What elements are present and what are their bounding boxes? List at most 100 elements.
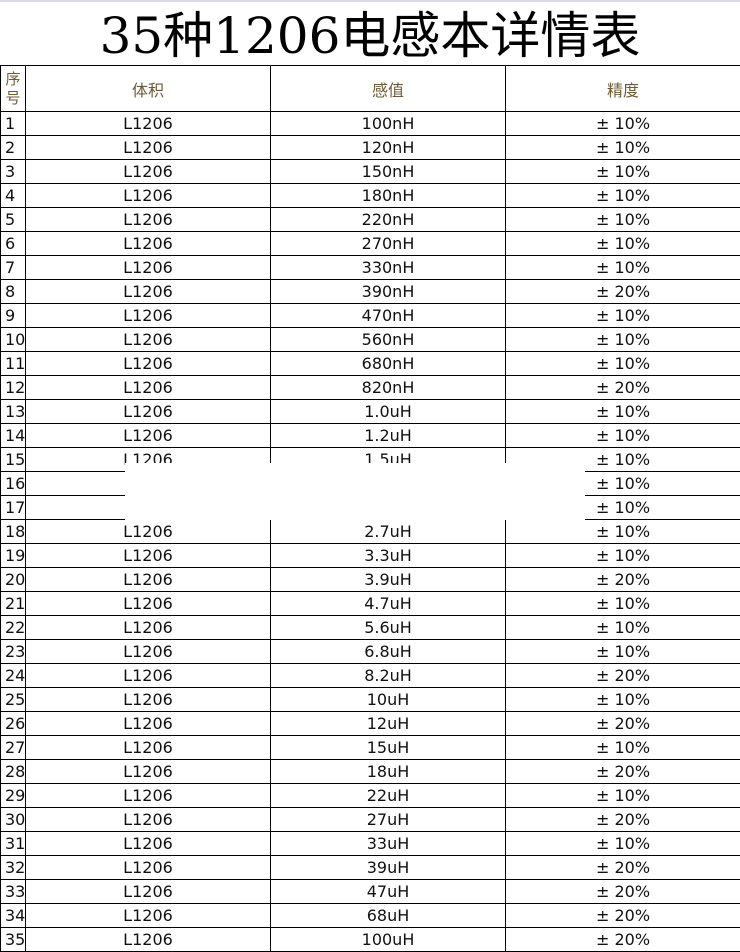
row-index: 17 bbox=[0, 495, 26, 520]
row-index: 8 bbox=[0, 279, 26, 304]
row-size: L1206 bbox=[25, 111, 271, 136]
table-row: 27 L1206 15uH ± 10% bbox=[0, 735, 740, 760]
row-size: L1206 bbox=[25, 735, 271, 760]
row-size: L1206 bbox=[25, 831, 271, 856]
row-size: L1206 bbox=[25, 927, 271, 952]
row-index: 29 bbox=[0, 783, 26, 808]
row-inductance: 820nH bbox=[270, 375, 506, 400]
row-size: L1206 bbox=[25, 759, 271, 784]
table-row: 28 L1206 18uH ± 20% bbox=[0, 759, 740, 784]
row-index: 2 bbox=[0, 135, 26, 160]
row-tolerance: ± 10% bbox=[505, 303, 740, 328]
row-size: L1206 bbox=[25, 807, 271, 832]
row-index: 32 bbox=[0, 855, 26, 880]
row-index: 22 bbox=[0, 615, 26, 640]
row-index: 4 bbox=[0, 183, 26, 208]
row-inductance: 180nH bbox=[270, 183, 506, 208]
row-tolerance: ± 10% bbox=[505, 135, 740, 160]
row-inductance: 12uH bbox=[270, 711, 506, 736]
table-row: 35 L1206 100uH ± 20% bbox=[0, 927, 740, 952]
table-row: 1 L1206 100nH ± 10% bbox=[0, 111, 740, 136]
row-inductance: 3.9uH bbox=[270, 567, 506, 592]
row-inductance: 330nH bbox=[270, 255, 506, 280]
row-size: L1206 bbox=[25, 303, 271, 328]
row-tolerance: ± 20% bbox=[505, 759, 740, 784]
table-row: 6 L1206 270nH ± 10% bbox=[0, 231, 740, 256]
row-index: 14 bbox=[0, 423, 26, 448]
row-size: L1206 bbox=[25, 279, 271, 304]
table-row: 7 L1206 330nH ± 10% bbox=[0, 255, 740, 280]
row-tolerance: ± 20% bbox=[505, 927, 740, 952]
row-index: 27 bbox=[0, 735, 26, 760]
row-tolerance: ± 10% bbox=[505, 783, 740, 808]
row-tolerance: ± 10% bbox=[505, 111, 740, 136]
table-row: 23 L1206 6.8uH ± 10% bbox=[0, 639, 740, 664]
row-index: 1 bbox=[0, 111, 26, 136]
table-row: 11 L1206 680nH ± 10% bbox=[0, 351, 740, 376]
row-tolerance: ± 10% bbox=[505, 423, 740, 448]
table-row: 33 L1206 47uH ± 20% bbox=[0, 879, 740, 904]
row-tolerance: ± 20% bbox=[505, 375, 740, 400]
row-size: L1206 bbox=[25, 687, 271, 712]
inductor-table: 序号 体积 感值 精度 1 L1206 100nH ± 10% 2 L1206 120nH ±… bbox=[0, 65, 740, 952]
row-index: 18 bbox=[0, 519, 26, 544]
row-tolerance: ± 20% bbox=[505, 879, 740, 904]
table-row: 19 L1206 3.3uH ± 10% bbox=[0, 543, 740, 568]
row-size: L1206 bbox=[25, 183, 271, 208]
table-row: 30 L1206 27uH ± 20% bbox=[0, 807, 740, 832]
table-row: 32 L1206 39uH ± 20% bbox=[0, 855, 740, 880]
row-inductance: 27uH bbox=[270, 807, 506, 832]
table-row: 31 L1206 33uH ± 10% bbox=[0, 831, 740, 856]
row-tolerance: ± 10% bbox=[505, 735, 740, 760]
row-index: 20 bbox=[0, 567, 26, 592]
row-tolerance: ± 10% bbox=[505, 519, 740, 544]
row-index: 13 bbox=[0, 399, 26, 424]
row-index: 12 bbox=[0, 375, 26, 400]
table-row: 9 L1206 470nH ± 10% bbox=[0, 303, 740, 328]
header-inductance: 感值 bbox=[270, 65, 506, 112]
row-inductance: 18uH bbox=[270, 759, 506, 784]
top-border bbox=[0, 0, 740, 2]
row-tolerance: ± 20% bbox=[505, 807, 740, 832]
row-tolerance: ± 20% bbox=[505, 903, 740, 928]
row-size: L1206 bbox=[25, 663, 271, 688]
table-row: 2 L1206 120nH ± 10% bbox=[0, 135, 740, 160]
table-row: 25 L1206 10uH ± 10% bbox=[0, 687, 740, 712]
row-size: L1206 bbox=[25, 423, 271, 448]
header-row: 序号 体积 感值 精度 bbox=[0, 65, 740, 112]
row-tolerance: ± 10% bbox=[505, 183, 740, 208]
row-size: L1206 bbox=[25, 783, 271, 808]
row-tolerance: ± 10% bbox=[505, 543, 740, 568]
row-tolerance: ± 10% bbox=[505, 351, 740, 376]
table-row: 14 L1206 1.2uH ± 10% bbox=[0, 423, 740, 448]
row-index: 34 bbox=[0, 903, 26, 928]
row-inductance: 6.8uH bbox=[270, 639, 506, 664]
row-inductance: 100uH bbox=[270, 927, 506, 952]
row-size: L1206 bbox=[25, 879, 271, 904]
row-inductance: 5.6uH bbox=[270, 615, 506, 640]
row-inductance: 33uH bbox=[270, 831, 506, 856]
row-tolerance: ± 10% bbox=[505, 687, 740, 712]
table-row: 4 L1206 180nH ± 10% bbox=[0, 183, 740, 208]
row-inductance: 39uH bbox=[270, 855, 506, 880]
row-index: 16 bbox=[0, 471, 26, 496]
row-index: 19 bbox=[0, 543, 26, 568]
row-inductance: 47uH bbox=[270, 879, 506, 904]
table-row: 18 L1206 2.7uH ± 10% bbox=[0, 519, 740, 544]
table-row: 21 L1206 4.7uH ± 10% bbox=[0, 591, 740, 616]
header-index: 序号 bbox=[0, 65, 26, 112]
row-size: L1206 bbox=[25, 591, 271, 616]
row-tolerance: ± 20% bbox=[505, 567, 740, 592]
row-index: 9 bbox=[0, 303, 26, 328]
table-row: 3 L1206 150nH ± 10% bbox=[0, 159, 740, 184]
row-size: L1206 bbox=[25, 255, 271, 280]
row-tolerance: ± 10% bbox=[505, 255, 740, 280]
table-row: 10 L1206 560nH ± 10% bbox=[0, 327, 740, 352]
row-index: 3 bbox=[0, 159, 26, 184]
table-row: 24 L1206 8.2uH ± 20% bbox=[0, 663, 740, 688]
row-tolerance: ± 20% bbox=[505, 279, 740, 304]
row-index: 6 bbox=[0, 231, 26, 256]
row-index: 23 bbox=[0, 639, 26, 664]
row-tolerance: ± 10% bbox=[505, 615, 740, 640]
row-index: 30 bbox=[0, 807, 26, 832]
